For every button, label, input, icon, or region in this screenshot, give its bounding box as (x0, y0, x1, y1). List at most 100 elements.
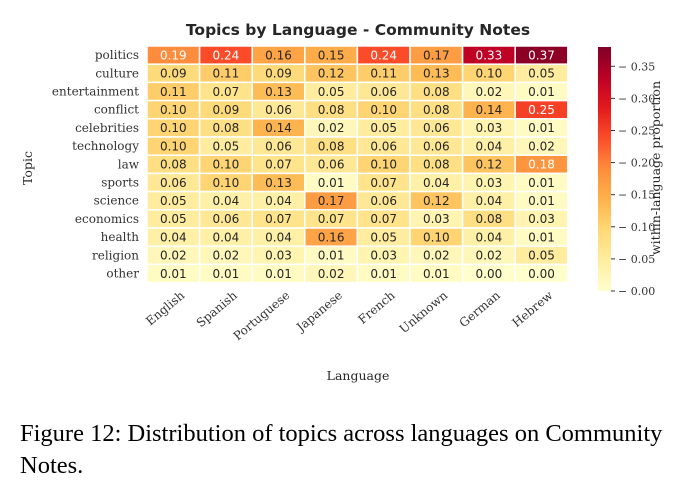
cell-value-label: 0.04 (160, 230, 187, 244)
cell-value-label: 0.07 (370, 176, 397, 190)
cell-value-label: 0.10 (160, 121, 187, 135)
y-tick-label: health (101, 230, 140, 244)
cell-value-label: 0.03 (476, 176, 503, 190)
cell-value-label: 0.10 (423, 230, 450, 244)
cell-value-label: 0.09 (213, 103, 240, 117)
cell-value-label: 0.07 (370, 212, 397, 226)
cell-value-label: 0.16 (318, 230, 345, 244)
y-tick-label: law (118, 157, 140, 171)
cell-value-label: 0.18 (528, 158, 555, 172)
cell-value-label: 0.13 (265, 85, 292, 99)
cell-value-label: 0.02 (318, 267, 345, 281)
cell-value-label: 0.01 (528, 194, 555, 208)
colorbar-tick-label: − 0.20 (618, 157, 655, 170)
cell-value-label: 0.03 (528, 212, 555, 226)
x-tick-label: Hebrew (509, 288, 556, 330)
cell-value-label: 0.24 (370, 48, 397, 62)
cell-value-label: 0.00 (476, 267, 503, 281)
x-tick-label: Portuguese (231, 288, 293, 343)
cell-value-label: 0.02 (160, 249, 187, 263)
colorbar-tick-label: − 0.35 (618, 60, 655, 73)
cell-value-label: 0.01 (370, 267, 397, 281)
cell-value-label: 0.09 (160, 67, 187, 81)
colorbar-ticks: − 0.00 − 0.05 − 0.10 − 0.15 − 0.20 − 0.25 − 0.… (611, 60, 655, 298)
heatmap-chart: Topics by Language - Community Notes 0.1… (20, 21, 663, 383)
y-tick-label: technology (72, 139, 139, 153)
cell-value-label: 0.02 (213, 249, 240, 263)
x-tick-label: German (457, 288, 504, 330)
cell-value-label: 0.33 (476, 48, 503, 62)
cell-value-label: 0.05 (528, 67, 555, 81)
cell-value-label: 0.04 (265, 230, 292, 244)
cell-value-label: 0.06 (370, 194, 397, 208)
cell-value-label: 0.06 (423, 139, 450, 153)
cell-value-label: 0.04 (476, 230, 503, 244)
y-axis-label: Topic (20, 151, 35, 185)
cell-value-label: 0.08 (476, 212, 503, 226)
cell-value-label: 0.06 (423, 121, 450, 135)
cell-value-label: 0.05 (318, 85, 345, 99)
x-tick-label: French (355, 288, 397, 327)
cell-value-label: 0.06 (160, 176, 187, 190)
cell-value-label: 0.01 (318, 176, 345, 190)
x-axis-label: Language (327, 368, 390, 383)
heatmap-cells: 0.19 0.24 0.16 0.15 0.24 0.17 0.33 0.37 0.09 0.11… (146, 45, 569, 284)
x-tick-label: Unknown (397, 288, 451, 336)
cell-value-label: 0.03 (423, 212, 450, 226)
cell-value-label: 0.19 (160, 48, 187, 62)
cell-value-label: 0.10 (213, 158, 240, 172)
colorbar-tick-label: − 0.05 (618, 253, 655, 266)
cell-value-label: 0.07 (318, 212, 345, 226)
cell-value-label: 0.17 (318, 194, 345, 208)
y-tick-label: other (106, 267, 139, 281)
cell-value-label: 0.11 (160, 85, 187, 99)
y-tick-label: culture (95, 66, 139, 80)
cell-value-label: 0.07 (265, 212, 292, 226)
x-tick-label: English (143, 288, 187, 328)
cell-value-label: 0.04 (265, 194, 292, 208)
cell-value-label: 0.04 (476, 139, 503, 153)
y-tick-label: religion (92, 248, 139, 262)
cell-value-label: 0.03 (370, 249, 397, 263)
cell-value-label: 0.06 (318, 158, 345, 172)
cell-value-label: 0.07 (265, 158, 292, 172)
cell-value-label: 0.02 (423, 249, 450, 263)
cell-value-label: 0.02 (318, 121, 345, 135)
heatmap-cell (514, 263, 569, 284)
cell-value-label: 0.15 (318, 48, 345, 62)
cell-value-label: 0.01 (265, 267, 292, 281)
y-tick-label: economics (75, 212, 139, 226)
cell-value-label: 0.12 (476, 158, 503, 172)
cell-value-label: 0.01 (528, 121, 555, 135)
cell-value-label: 0.03 (265, 249, 292, 263)
cell-value-label: 0.10 (370, 158, 397, 172)
cell-value-label: 0.06 (213, 212, 240, 226)
cell-value-label: 0.16 (265, 48, 292, 62)
figure-caption: Figure 12: Distribution of topics across… (20, 420, 663, 479)
cell-value-label: 0.11 (370, 67, 397, 81)
y-tick-label: politics (95, 48, 139, 62)
cell-value-label: 0.06 (265, 139, 292, 153)
cell-value-label: 0.02 (528, 139, 555, 153)
cell-value-label: 0.05 (160, 212, 187, 226)
y-tick-label: science (94, 194, 139, 208)
colorbar-tick-label: − 0.15 (618, 189, 655, 202)
cell-value-label: 0.05 (528, 249, 555, 263)
cell-value-label: 0.11 (213, 67, 240, 81)
cell-value-label: 0.01 (160, 267, 187, 281)
cell-value-label: 0.08 (213, 121, 240, 135)
cell-value-label: 0.08 (160, 158, 187, 172)
cell-value-label: 0.04 (476, 194, 503, 208)
y-tick-label: sports (101, 176, 139, 190)
cell-value-label: 0.02 (476, 249, 503, 263)
x-tick-label: Japanese (292, 288, 345, 335)
cell-value-label: 0.37 (528, 48, 555, 62)
cell-value-label: 0.05 (160, 194, 187, 208)
cell-value-label: 0.01 (528, 230, 555, 244)
cell-value-label: 0.01 (423, 267, 450, 281)
cell-value-label: 0.17 (423, 48, 450, 62)
cell-value-label: 0.08 (423, 158, 450, 172)
cell-value-label: 0.07 (213, 85, 240, 99)
cell-value-label: 0.01 (318, 249, 345, 263)
colorbar-label: within-language proportion (648, 81, 663, 255)
